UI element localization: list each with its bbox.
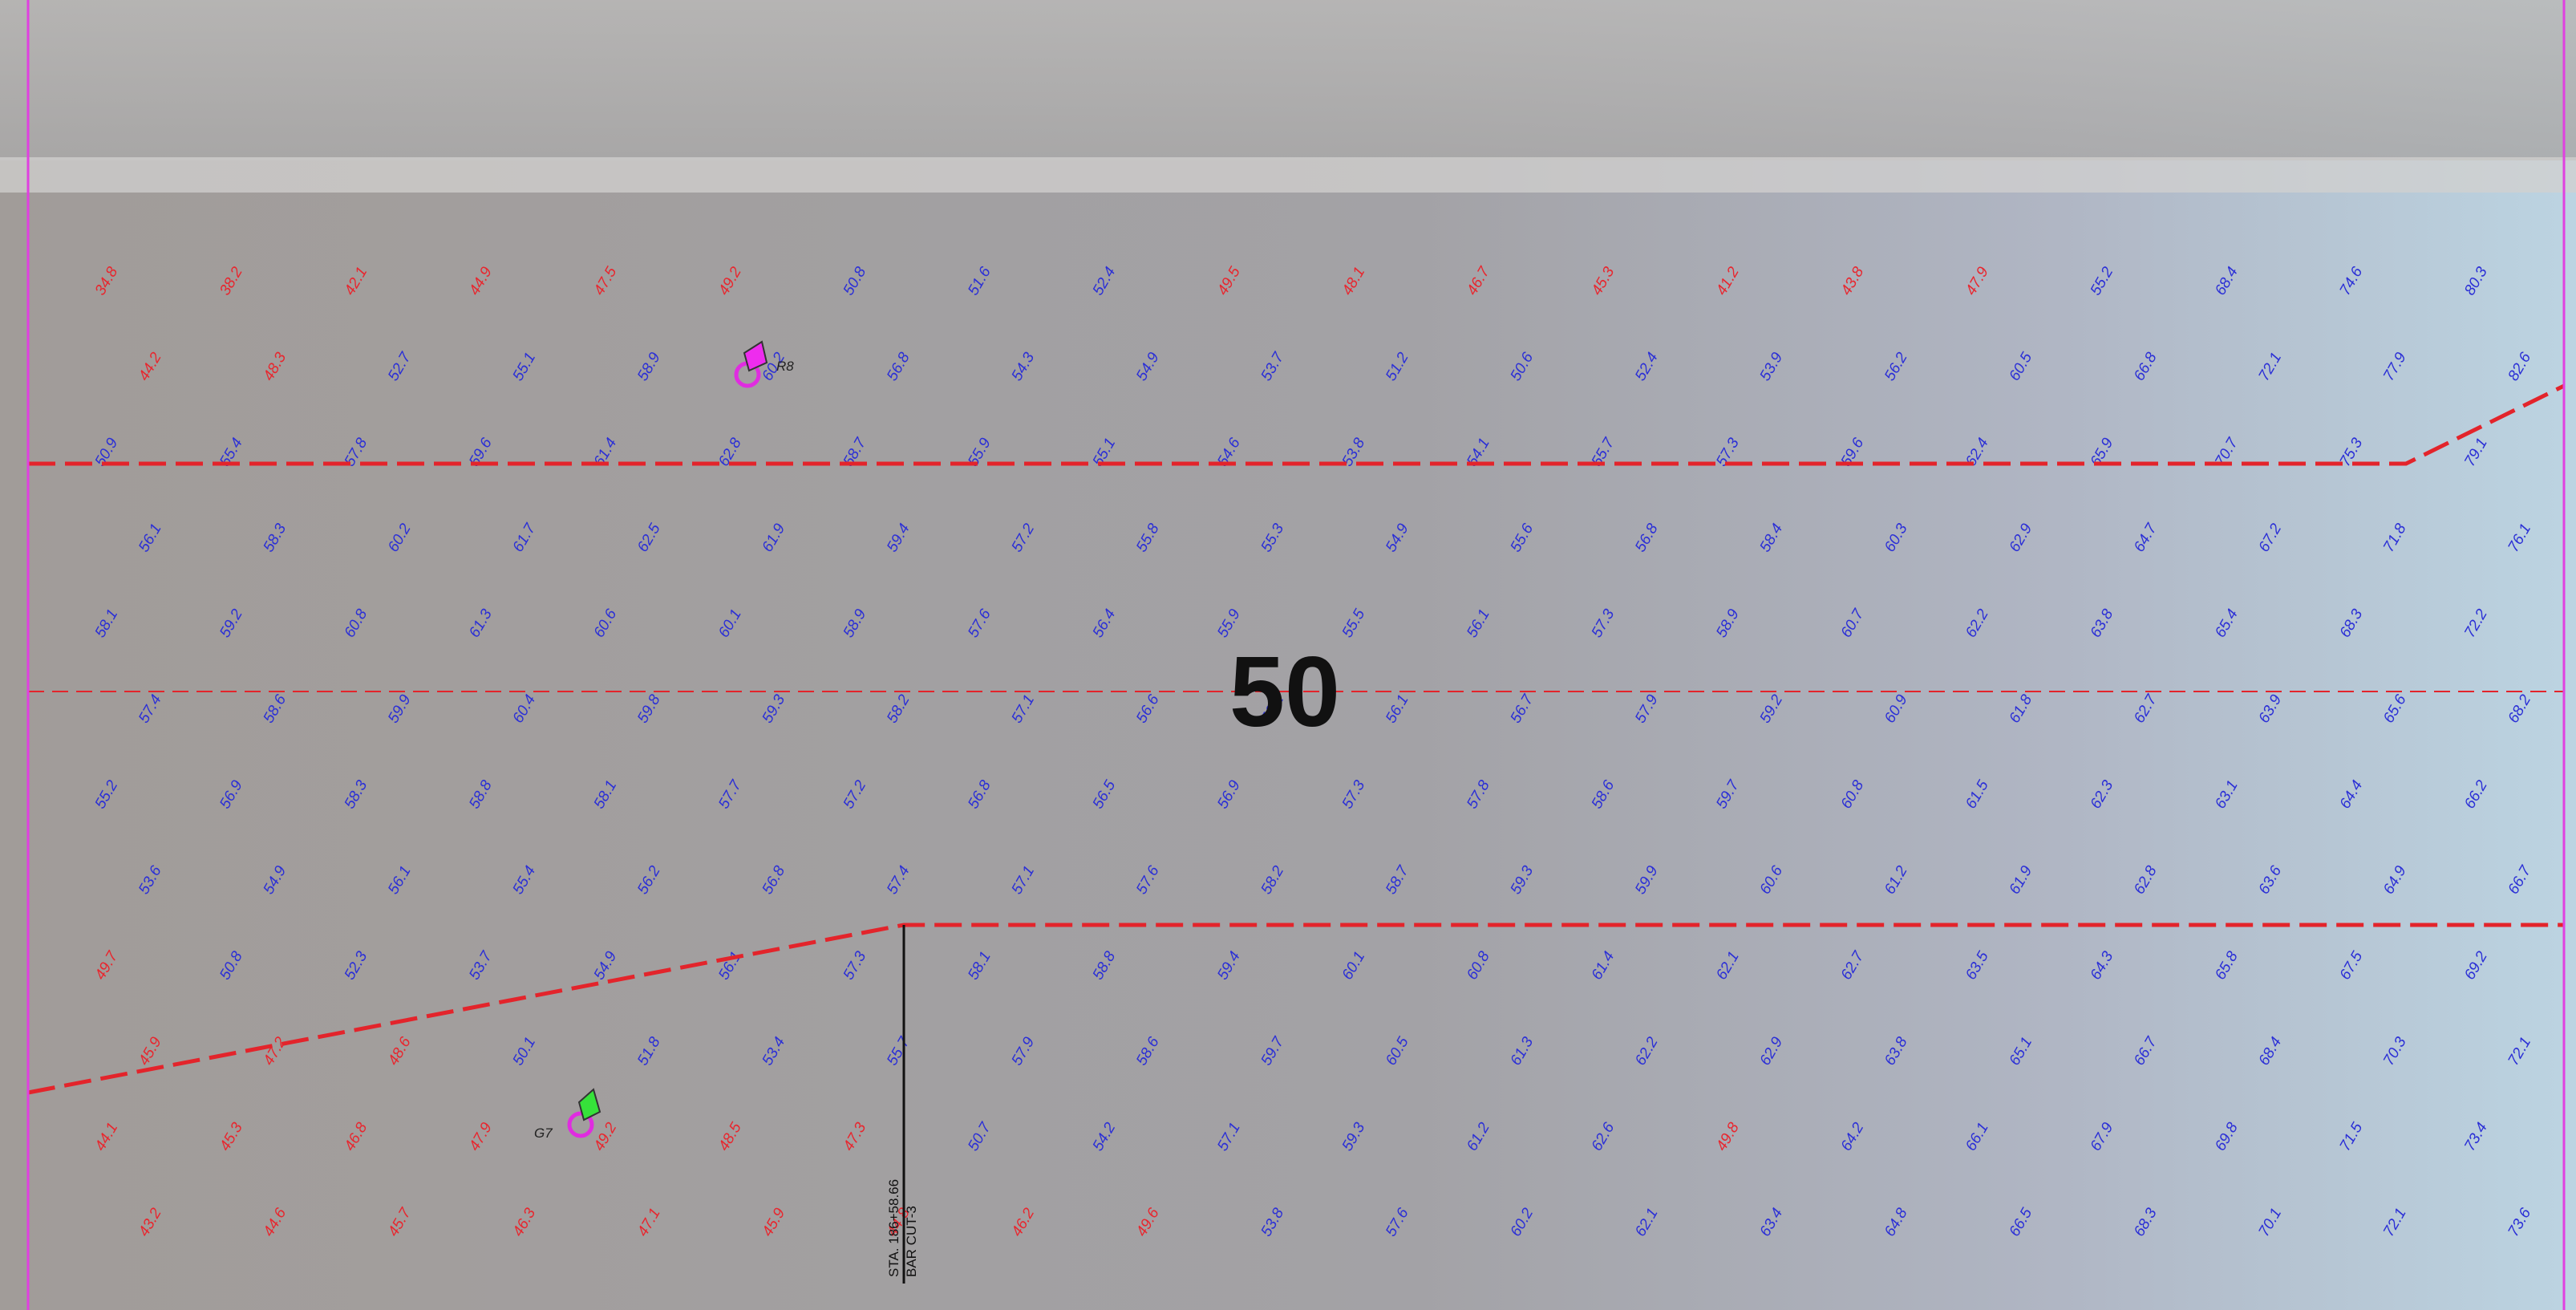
buoy-label: R8 <box>776 359 794 374</box>
station-label: STA. 186+58.66 <box>886 1179 901 1277</box>
channel-depth: 50 <box>1229 637 1340 748</box>
buoy-g7: G7 <box>534 1088 601 1141</box>
beach <box>0 0 2576 160</box>
channel-toe-north <box>28 383 2566 466</box>
cut-label: BAR CUT-3 <box>904 1206 919 1277</box>
surf-line <box>0 157 2576 193</box>
buoy-r8: R8 <box>734 340 794 388</box>
buoy-label: G7 <box>534 1125 553 1141</box>
